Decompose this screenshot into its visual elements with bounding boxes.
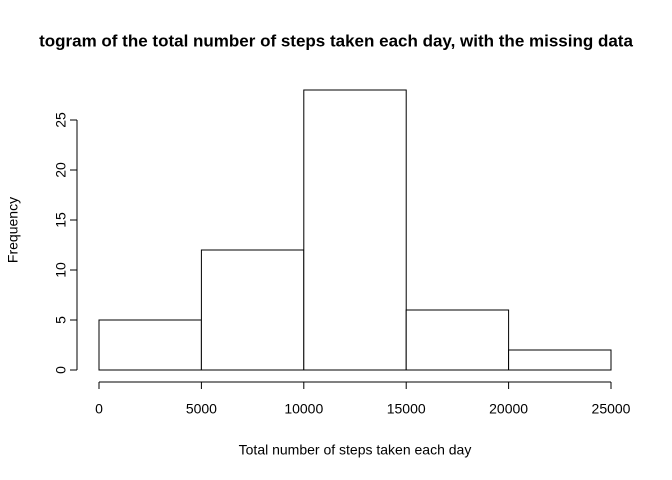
x-tick-label: 5000 bbox=[186, 401, 217, 417]
bar bbox=[98, 319, 202, 371]
y-axis-label: Frequency bbox=[5, 197, 21, 263]
x-tick-label: 25000 bbox=[592, 401, 631, 417]
y-tick-label: 20 bbox=[53, 162, 69, 178]
y-tick-label: 5 bbox=[53, 316, 69, 324]
bar bbox=[303, 89, 407, 371]
y-tick-label: 15 bbox=[53, 212, 69, 228]
y-tick-label: 0 bbox=[53, 366, 69, 374]
x-tick-label: 15000 bbox=[387, 401, 426, 417]
y-tick-label: 10 bbox=[53, 262, 69, 278]
bar bbox=[508, 349, 612, 371]
x-axis-label: Total number of steps taken each day bbox=[239, 442, 472, 458]
bar bbox=[405, 309, 510, 371]
x-tick-label: 20000 bbox=[489, 401, 528, 417]
x-tick-label: 10000 bbox=[284, 401, 323, 417]
y-tick-label: 25 bbox=[53, 112, 69, 128]
x-tick-label: 0 bbox=[95, 401, 103, 417]
chart-title: togram of the total number of steps take… bbox=[39, 31, 633, 50]
bar bbox=[200, 249, 305, 371]
